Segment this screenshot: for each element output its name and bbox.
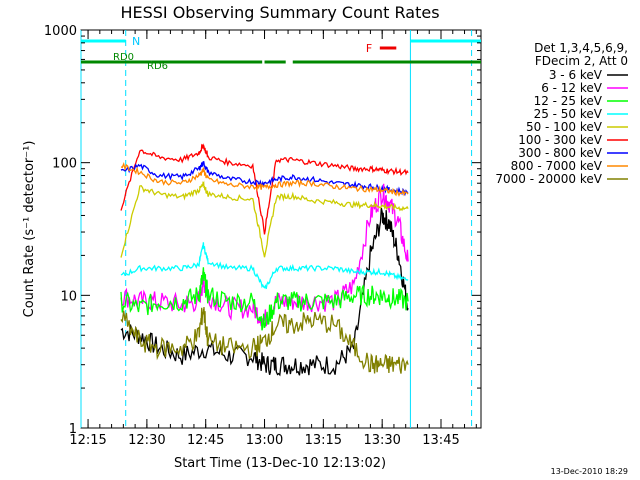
y-tick-label: 1000 <box>44 24 77 39</box>
series-line-4 <box>120 180 409 258</box>
legend-label-6: 300 - 800 keV <box>518 146 602 160</box>
x-tick-label: 12:30 <box>128 433 165 448</box>
series-layer <box>120 143 409 377</box>
f-label: F <box>366 42 372 55</box>
legend-label-5: 100 - 300 keV <box>518 133 602 147</box>
x-axis-label: Start Time (13-Dec-10 12:13:02) <box>174 456 386 471</box>
legend-label-8: 7000 - 20000 keV <box>495 172 602 186</box>
legend-label-1: 6 - 12 keV <box>541 81 603 95</box>
chart-title: HESSI Observing Summary Count Rates <box>120 3 439 22</box>
y-axis-label: Count Rate (s⁻¹ detector⁻¹) <box>22 141 37 318</box>
n-label: N <box>132 35 140 48</box>
timestamp: 13-Dec-2010 18:29 <box>551 467 628 476</box>
legend-label-3: 25 - 50 keV <box>534 107 603 121</box>
legend-label-7: 800 - 7000 keV <box>511 159 603 173</box>
y-tick-label: 1 <box>69 422 77 437</box>
legend-header-1: Det 1,3,4,5,6,9, <box>534 41 628 55</box>
x-tick-label: 13:30 <box>363 433 400 448</box>
legend-header-2: FDecim 2, Att 0 <box>535 54 628 68</box>
rd6-label: RD6 <box>147 61 168 72</box>
x-tick-label: 13:00 <box>246 433 283 448</box>
x-tick-label: 12:45 <box>187 433 224 448</box>
legend-label-2: 12 - 25 keV <box>534 94 603 108</box>
series-line-2 <box>120 267 409 331</box>
series-line-6 <box>120 161 409 197</box>
series-line-8 <box>120 307 409 374</box>
series-line-5 <box>120 143 409 235</box>
legend-label-0: 3 - 6 keV <box>549 68 603 82</box>
legend: Det 1,3,4,5,6,9, FDecim 2, Att 0 3 - 6 k… <box>495 41 628 186</box>
y-tick-label: 100 <box>52 157 77 172</box>
series-line-0 <box>120 207 409 377</box>
series-line-7 <box>120 162 409 197</box>
series-line-3 <box>120 242 409 290</box>
x-tick-label: 12:15 <box>69 433 106 448</box>
rd0-label: RD0 <box>113 52 134 63</box>
axes-layer: 1 10 100 1000 12:15 12:30 12:45 13:00 13:15 13:30… <box>44 24 481 448</box>
y-tick-label: 10 <box>60 289 77 304</box>
legend-label-4: 50 - 100 keV <box>526 120 603 134</box>
annotation-layer: N RD0 RD6 F <box>80 30 481 428</box>
x-tick-label: 13:15 <box>305 433 342 448</box>
x-tick-label: 13:45 <box>422 433 459 448</box>
